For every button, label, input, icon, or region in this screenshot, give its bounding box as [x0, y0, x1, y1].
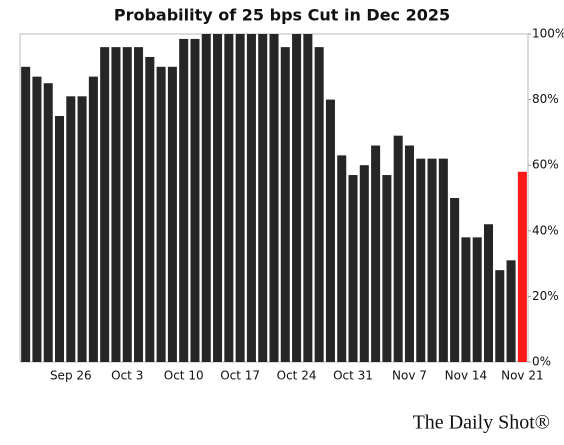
x-tick-label: Nov 7 — [392, 369, 427, 383]
x-tick-label: Sep 26 — [50, 369, 92, 383]
bar — [269, 34, 279, 362]
bar — [66, 96, 76, 362]
bar — [427, 158, 437, 362]
bar — [382, 175, 392, 362]
bar — [122, 47, 132, 363]
bar — [111, 47, 121, 363]
x-tick-label: Oct 3 — [111, 369, 143, 383]
y-tick-label: 80% — [532, 92, 559, 106]
bar — [201, 34, 211, 362]
bar — [337, 155, 347, 362]
bar — [258, 34, 268, 362]
bar — [450, 198, 460, 362]
bar — [461, 237, 471, 362]
bar — [416, 158, 426, 362]
bar — [77, 96, 87, 362]
x-tick-label: Oct 31 — [333, 369, 373, 383]
source: The Daily Shot® — [413, 412, 550, 434]
bar — [145, 56, 155, 363]
bar — [88, 76, 98, 362]
bar — [325, 99, 335, 362]
bar — [134, 47, 144, 363]
x-tick-label: Oct 10 — [164, 369, 204, 383]
bar — [190, 38, 200, 363]
bar — [483, 224, 494, 362]
y-tick-label: 100% — [532, 27, 564, 41]
bar — [517, 171, 527, 362]
bar — [179, 38, 189, 363]
y-tick-label: 20% — [532, 289, 559, 303]
chart-title: Probability of 25 bps Cut in Dec 2025 — [114, 6, 450, 25]
bar — [393, 135, 403, 362]
bar — [224, 34, 234, 362]
bar — [235, 34, 245, 362]
bar — [156, 66, 166, 363]
x-tick-label: Oct 24 — [277, 369, 317, 383]
x-tick-label: Oct 17 — [220, 369, 260, 383]
y-tick-label: 0% — [532, 355, 551, 369]
x-tick-label: Nov 21 — [501, 369, 544, 383]
bar — [280, 47, 290, 363]
bar — [506, 260, 516, 362]
y-tick-label: 60% — [532, 158, 559, 172]
bar — [167, 66, 177, 363]
bar — [292, 34, 302, 362]
y-tick-label: 40% — [532, 223, 559, 237]
bar — [246, 34, 256, 362]
bar — [371, 145, 381, 362]
bar — [303, 34, 313, 362]
bar — [43, 83, 53, 362]
bar — [314, 47, 324, 363]
bar — [348, 175, 358, 362]
x-tick-label: Nov 14 — [445, 369, 488, 383]
bar — [100, 47, 110, 363]
bar — [438, 158, 448, 362]
bar — [404, 145, 414, 362]
bar — [32, 76, 42, 362]
bar — [472, 237, 482, 362]
bar — [21, 66, 31, 363]
bar — [54, 116, 65, 362]
bar — [495, 270, 505, 362]
bar — [213, 34, 223, 362]
bar — [359, 165, 369, 362]
